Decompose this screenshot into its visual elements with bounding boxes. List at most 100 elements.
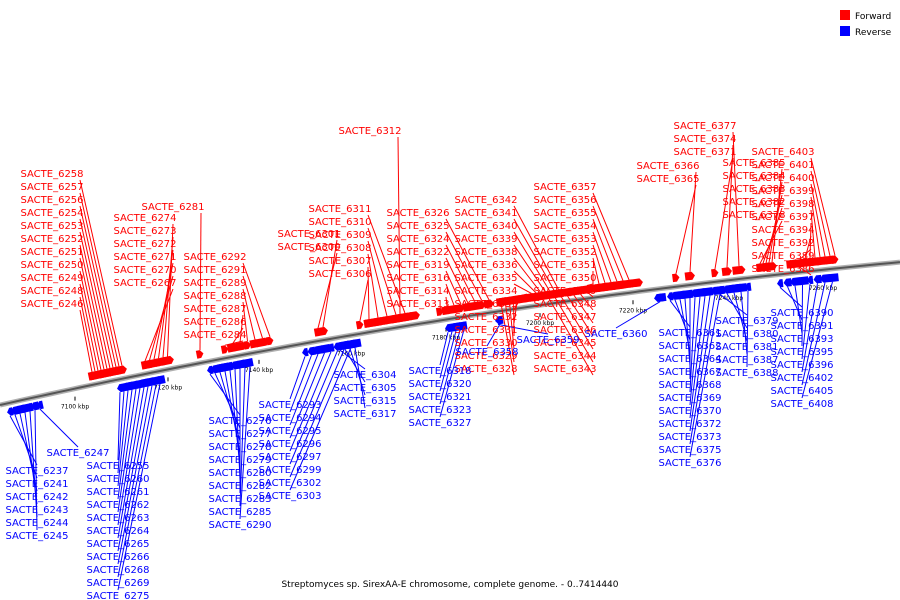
- reverse-gene-label: SACTE_6362: [658, 341, 721, 352]
- reverse-gene-label: SACTE_6263: [86, 513, 149, 524]
- reverse-gene-block-arrow: [727, 283, 742, 294]
- forward-gene-label: SACTE_6335: [454, 273, 517, 284]
- forward-gene-label: SACTE_6273: [113, 226, 176, 237]
- reverse-gene-label: SACTE_6261: [86, 487, 149, 498]
- reverse-gene-label: SACTE_6295: [258, 426, 321, 437]
- forward-gene-leader-line: [675, 184, 697, 274]
- forward-gene-label: SACTE_6385: [722, 158, 785, 169]
- reverse-gene-label: SACTE_6364: [658, 354, 721, 365]
- reverse-gene-label: SACTE_6237: [5, 466, 68, 477]
- reverse-gene-label: SACTE_6367: [658, 367, 721, 378]
- reverse-gene-arrow: [461, 321, 468, 330]
- forward-gene-label: SACTE_6400: [751, 173, 814, 184]
- forward-gene-leader-line: [513, 244, 546, 292]
- forward-gene-label: SACTE_6366: [636, 161, 699, 172]
- reverse-legend-swatch: [840, 26, 850, 36]
- forward-gene-leader-line: [79, 179, 123, 366]
- forward-gene-label: SACTE_6347: [533, 312, 596, 323]
- reverse-gene-label: SACTE_6387: [715, 355, 778, 366]
- forward-gene-leader-line: [242, 262, 271, 337]
- forward-gene-arrow: [467, 301, 482, 311]
- reverse-gene-leader-line: [117, 390, 129, 487]
- reverse-gene-label: SACTE_6242: [5, 492, 68, 503]
- scale-tick-label: 7240 kbp: [715, 295, 743, 302]
- forward-gene-label: SACTE_6316: [386, 273, 449, 284]
- reverse-gene-leader-line: [439, 330, 457, 392]
- forward-gene-label: SACTE_6329: [454, 351, 517, 362]
- forward-gene-label: SACTE_6348: [533, 299, 596, 310]
- forward-gene-label: SACTE_6401: [751, 160, 814, 171]
- reverse-gene-leader-line: [801, 284, 803, 347]
- forward-gene-label: SACTE_6394: [751, 225, 814, 236]
- forward-gene-leader-line: [367, 240, 388, 317]
- forward-gene-arrow: [446, 304, 461, 315]
- reverse-gene-arrow: [349, 338, 362, 349]
- reverse-gene-leader-line: [214, 372, 241, 429]
- scale-tick-label: 7100 kbp: [61, 404, 89, 411]
- forward-gene-leader-line: [397, 136, 401, 315]
- reverse-gene-leader-line: [39, 408, 79, 448]
- forward-gene-label: SACTE_6267: [113, 278, 176, 289]
- forward-gene-label: SACTE_6403: [751, 147, 814, 158]
- forward-gene-leader-line: [322, 239, 338, 328]
- forward-gene-label: SACTE_6389: [751, 251, 814, 262]
- forward-gene-label: SACTE_6333: [454, 299, 517, 310]
- forward-gene-label: SACTE_6306: [308, 269, 371, 280]
- reverse-gene-label: SACTE_6317: [333, 409, 396, 420]
- forward-gene-label: SACTE_6253: [20, 221, 83, 232]
- forward-gene-label: SACTE_6308: [308, 243, 371, 254]
- forward-gene-label: SACTE_6319: [386, 260, 449, 271]
- reverse-gene-label: SACTE_6277: [208, 429, 271, 440]
- reverse-gene-label: SACTE_6388: [715, 368, 778, 379]
- forward-gene-label: SACTE_6332: [454, 312, 517, 323]
- reverse-gene-leader-line: [354, 347, 366, 409]
- forward-gene-arrow: [456, 304, 465, 313]
- reverse-gene-label: SACTE_6255: [86, 461, 149, 472]
- forward-gene-label: SACTE_6350: [533, 273, 596, 284]
- reverse-gene-label: SACTE_6372: [658, 419, 721, 430]
- reverse-gene-leader-line: [289, 353, 319, 426]
- forward-gene-leader-line: [586, 283, 594, 286]
- reverse-gene-leader-line: [801, 283, 818, 373]
- reverse-gene-block-arrow: [215, 362, 230, 373]
- forward-gene-label: SACTE_6344: [533, 351, 596, 362]
- forward-gene-leader-line: [810, 196, 821, 258]
- forward-gene-leader-line: [513, 270, 537, 294]
- reverse-gene-leader-line: [289, 355, 312, 413]
- forward-gene-leader-line: [804, 235, 812, 259]
- forward-gene-label: SACTE_6300: [277, 242, 340, 253]
- reverse-gene-arrow: [495, 315, 502, 325]
- reverse-gene-arrow: [667, 292, 674, 301]
- forward-gene-arrow: [160, 355, 174, 366]
- reverse-gene-arrow: [707, 287, 714, 296]
- reverse-gene-label: SACTE_6327: [408, 418, 471, 429]
- forward-gene-arrow: [355, 320, 364, 330]
- reverse-gene-leader-line: [689, 296, 706, 419]
- reverse-gene-leader-line: [117, 385, 153, 565]
- reverse-gene-leader-line: [794, 285, 803, 334]
- reverse-gene-leader-line: [439, 330, 461, 405]
- reverse-gene-leader-line: [615, 301, 661, 329]
- forward-gene-label: SACTE_6246: [20, 299, 83, 310]
- forward-gene-leader-line: [445, 283, 455, 306]
- reverse-gene-leader-line: [801, 284, 811, 360]
- reverse-gene-label: SACTE_6245: [5, 531, 68, 542]
- reverse-gene-leader-line: [234, 369, 241, 481]
- forward-gene-leader-line: [79, 231, 111, 369]
- reverse-gene-leader-line: [439, 329, 465, 418]
- forward-gene-leader-line: [592, 218, 618, 282]
- forward-gene-label: SACTE_6378: [722, 210, 785, 221]
- reverse-gene-leader-line: [289, 356, 306, 400]
- forward-gene-label: SACTE_6325: [386, 221, 449, 232]
- reverse-gene-label: SACTE_6305: [333, 383, 396, 394]
- reverse-gene-leader-line: [497, 323, 549, 335]
- forward-gene-label: SACTE_6374: [673, 134, 736, 145]
- forward-gene-label: SACTE_6326: [386, 208, 449, 219]
- forward-gene-leader-line: [79, 205, 117, 368]
- forward-gene-label: SACTE_6252: [20, 234, 83, 245]
- forward-gene-leader-line: [714, 157, 734, 269]
- forward-gene-arrow: [732, 265, 746, 275]
- forward-gene-label: SACTE_6251: [20, 247, 83, 258]
